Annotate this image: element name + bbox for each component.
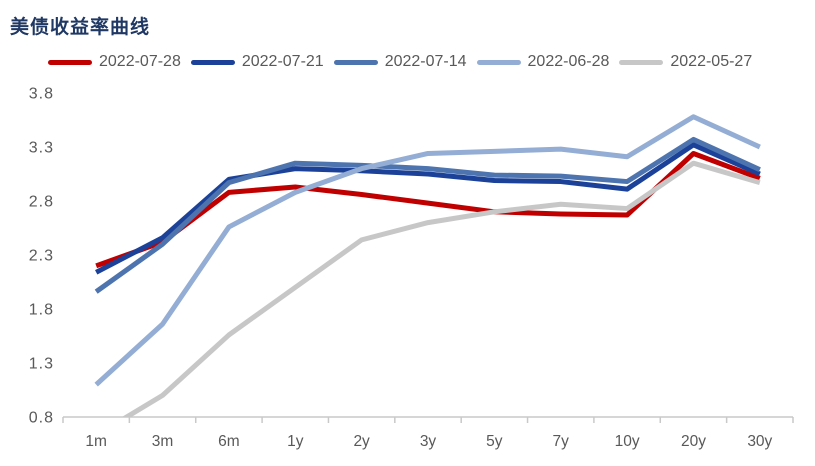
y-axis-label: 2.3: [29, 248, 54, 265]
x-axis-label: 2y: [353, 433, 370, 450]
x-axis-label: 3y: [420, 433, 437, 450]
legend-swatch: [333, 59, 378, 65]
series-line-2022-06-28: [94, 114, 761, 387]
y-axis-label: 2.8: [29, 194, 54, 211]
y-axis-label: 3.3: [29, 140, 54, 157]
legend-item-2022-05-27: 2022-05-27: [619, 53, 752, 71]
x-axis-label: 30y: [747, 433, 772, 450]
legend-item-2022-07-21: 2022-07-21: [190, 53, 324, 71]
legend-label: 2022-07-28: [99, 53, 181, 70]
y-axis-label: 1.8: [29, 302, 54, 319]
legend-swatch: [48, 59, 92, 65]
legend-item-2022-07-28: 2022-07-28: [48, 53, 181, 71]
legend-label: 2022-07-14: [384, 53, 467, 70]
x-axis-label: 1y: [287, 433, 304, 450]
legend-label: 2022-06-28: [527, 53, 610, 70]
x-axis-label: 6m: [218, 433, 240, 450]
chart-title: 美债收益率曲线: [10, 17, 151, 38]
x-axis-label: 5y: [486, 433, 503, 450]
legend-item-2022-07-14: 2022-07-14: [333, 53, 467, 71]
x-axis-label: 20y: [681, 433, 706, 450]
legend-item-2022-06-28: 2022-06-28: [476, 53, 610, 71]
x-axis-label: 10y: [615, 433, 640, 450]
legend-label: 2022-07-21: [241, 53, 324, 70]
legend-label: 2022-05-27: [670, 53, 753, 70]
x-axis-label: 7y: [553, 433, 570, 450]
series-line-2022-07-21: [95, 142, 761, 275]
y-axis-label: 0.8: [29, 410, 54, 427]
legend-swatch: [190, 59, 235, 65]
series-line-2022-05-27: [121, 160, 761, 417]
y-axis-label: 1.3: [29, 356, 54, 373]
x-axis-label: 1m: [85, 433, 107, 450]
series-line-2022-07-14: [94, 136, 761, 294]
legend-swatch: [476, 59, 521, 65]
legend-swatch: [619, 59, 664, 65]
y-axis-label: 3.8: [29, 86, 54, 103]
x-axis-label: 3m: [152, 433, 174, 450]
chart-legend: 2022-07-28 2022-07-21 2022-07-14 2022-06-28…: [48, 52, 808, 72]
